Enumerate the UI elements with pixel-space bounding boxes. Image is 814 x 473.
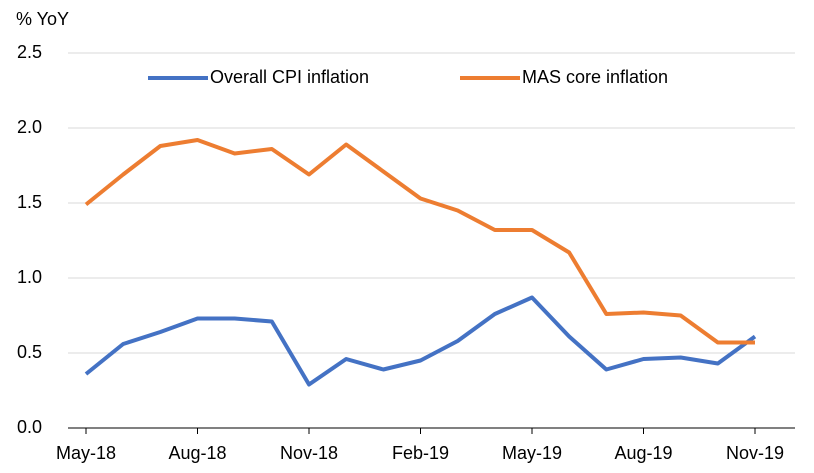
y-tick-label: 2.5 xyxy=(17,42,42,62)
y-tick-label: 0.0 xyxy=(17,417,42,437)
x-tick-label: May-19 xyxy=(502,443,562,463)
x-tick-label: Feb-19 xyxy=(392,443,449,463)
y-tick-label: 1.5 xyxy=(17,192,42,212)
legend-label: Overall CPI inflation xyxy=(210,67,369,87)
y-tick-label: 2.0 xyxy=(17,117,42,137)
series-line xyxy=(84,295,757,387)
x-tick-label: May-18 xyxy=(56,443,116,463)
x-tick-label: Nov-18 xyxy=(280,443,338,463)
y-axis-label: % YoY xyxy=(16,9,69,29)
y-tick-label: 1.0 xyxy=(17,267,42,287)
x-tick-label: Nov-19 xyxy=(726,443,784,463)
x-tick-label: Aug-18 xyxy=(168,443,226,463)
y-tick-label: 0.5 xyxy=(17,342,42,362)
legend-label: MAS core inflation xyxy=(522,67,668,87)
series-line xyxy=(84,138,755,345)
x-tick-label: Aug-19 xyxy=(614,443,672,463)
